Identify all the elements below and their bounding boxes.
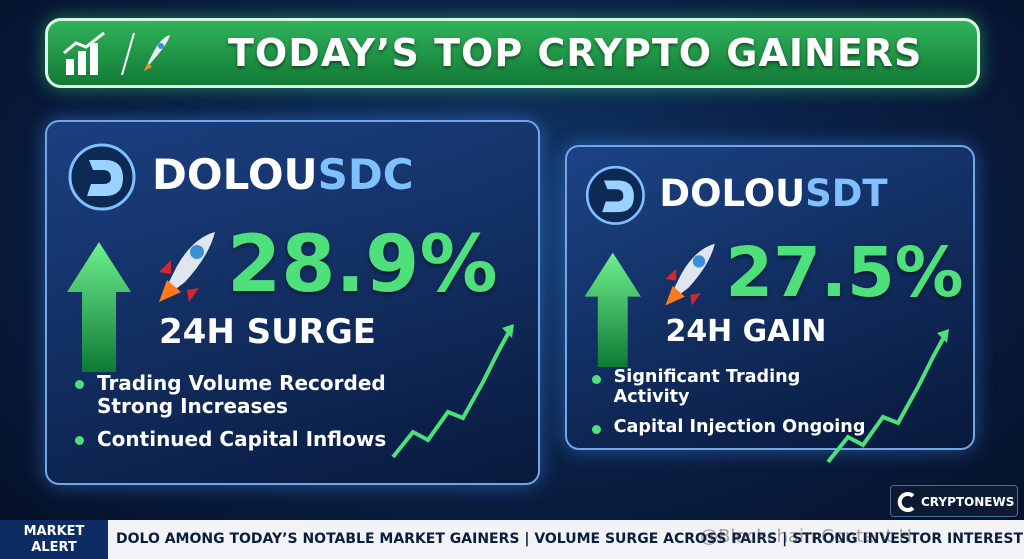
ticker-bar: MARKET ALERT DOLO AMONG TODAY’S NOTABLE …	[0, 520, 1024, 559]
ticker-text: DOLO AMONG TODAY’S NOTABLE MARKET GAINER…	[116, 531, 1023, 547]
title-banner: TODAY’S TOP CRYPTO GAINERS	[45, 18, 980, 88]
bullet-list: Significant Trading Activity Capital Inje…	[591, 367, 882, 448]
brand-logo	[897, 492, 915, 512]
coin-name-suffix: SDC	[317, 150, 414, 199]
bullet-list: Trading Volume Recorded Strong Increases…	[75, 372, 395, 461]
brand-badge: CRYPTONEWS	[890, 485, 1018, 517]
card-graphics	[584, 165, 715, 367]
trend-line	[391, 324, 514, 459]
bullet: Continued Capital Inflows	[75, 428, 395, 451]
watermark: @Blockchain Content H	[700, 526, 912, 547]
coin-name-base: DOLOU	[152, 150, 318, 199]
title: TODAY’S TOP CRYPTO GAINERS	[228, 31, 923, 75]
brand: CRYPTONEWS	[921, 495, 1015, 509]
change-percent: 28.9%	[227, 220, 498, 310]
bullet: Significant Trading Activity	[591, 367, 882, 407]
change-percent: 27.5%	[725, 233, 964, 314]
coin-name: DOLOUSDT	[659, 172, 887, 215]
coin-name-base: DOLOU	[659, 171, 806, 215]
change-label: 24H GAIN	[665, 314, 827, 350]
banner-icons	[63, 31, 170, 76]
coin-name: DOLOUSDC	[152, 150, 414, 199]
bullet: Capital Injection Ongoing	[591, 417, 882, 437]
coin-name-suffix: SDT	[805, 171, 888, 215]
trend-line	[826, 329, 949, 464]
gainer-card: DOLOUSDT 27.5% 24H GAIN Significant Trading…	[565, 145, 975, 464]
card-graphics	[67, 143, 215, 372]
change-label: 24H SURGE	[159, 312, 377, 352]
gainer-card: DOLOUSDC 28.9% 24H SURGE Trading Volume Rec…	[45, 120, 540, 485]
ticker-tag: MARKET ALERT	[0, 520, 108, 559]
bullet: Trading Volume Recorded Strong Increases	[75, 372, 395, 418]
